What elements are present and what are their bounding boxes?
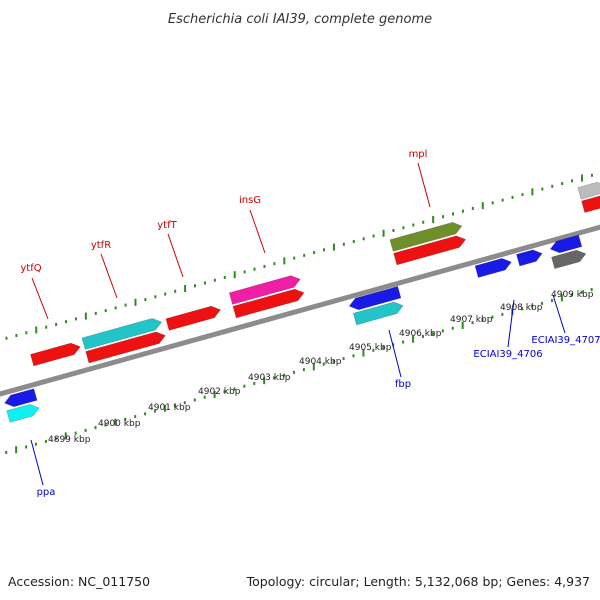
tick-label: 4903 kbp — [248, 373, 291, 383]
gene-arrow-ppa-blue — [4, 388, 38, 408]
tick-label: 4902 kbp — [198, 387, 241, 397]
gene-arrow-offscreen-dark-gray — [551, 249, 587, 270]
label-leader-line — [552, 294, 566, 334]
gene-arrow-offscreen-blue — [549, 234, 583, 254]
tick-label: 4900 kbp — [98, 419, 141, 429]
tick-label: 4909 kbp — [551, 290, 594, 300]
tick-label: 4907 kbp — [450, 315, 493, 325]
label-leader-line — [249, 209, 266, 254]
tick-label: 4899 kbp — [48, 435, 91, 445]
label-leader-line — [100, 253, 118, 299]
genome-summary-text: Topology: circular; Length: 5,132,068 bp… — [246, 574, 590, 589]
backbone-line — [0, 224, 600, 397]
gene-labels: ytfQ ytfR ytfT insG mpl ppa fbp ECIAI39_4706 ECI… — [20, 149, 600, 498]
gene-arrow-offscreen-red — [581, 195, 600, 213]
gene-label-ytfQ: ytfQ — [20, 263, 41, 274]
label-leader-line — [30, 439, 44, 486]
tick-label: 4908 kbp — [500, 303, 543, 313]
gene-arrow-ytfQ — [30, 342, 81, 367]
tick-label: 4906 kbp — [399, 329, 442, 339]
gene-label-ECIAI39_4707: ECIAI39_4707 — [531, 335, 600, 346]
label-leader-lines — [30, 162, 566, 486]
gene-arrow-ytfT — [165, 305, 221, 331]
label-leader-line — [507, 299, 515, 348]
gene-arrow-ytfR-cyan — [81, 318, 163, 350]
gene-label-ytfT: ytfT — [157, 220, 177, 231]
gene-label-mpl: mpl — [409, 149, 428, 160]
gene-arrow-mpl-olive — [389, 222, 463, 252]
gene-arrow-fbp — [352, 301, 404, 326]
gene-arrow-ppa — [6, 404, 40, 423]
tick-label: 4901 kbp — [148, 403, 191, 413]
gene-arrow-insG-magenta — [228, 275, 301, 305]
gene-label-ppa: ppa — [37, 487, 56, 498]
gene-arrow-insG — [232, 288, 305, 319]
gene-label-insG: insG — [239, 195, 261, 206]
tick-label: 4905 kbp — [349, 343, 392, 353]
label-leader-line — [167, 233, 184, 278]
gene-arrow-ECIAI39_4706 — [474, 258, 512, 278]
scale-ticks — [5, 173, 593, 454]
gene-arrow-ytfR — [85, 331, 166, 364]
gene-label-ytfR: ytfR — [91, 240, 111, 251]
tick-label: 4904 kbp — [299, 357, 342, 367]
gene-arrow-fbp-blue — [348, 286, 402, 311]
gene-label-fbp: fbp — [395, 379, 411, 390]
gene-arrow-ECIAI39_4707 — [516, 249, 543, 267]
map-title: Escherichia coli IAI39, complete genome — [168, 12, 432, 27]
gene-label-ECIAI39_4706: ECIAI39_4706 — [473, 349, 542, 360]
label-leader-line — [31, 277, 49, 320]
label-leader-line — [388, 329, 402, 378]
accession-text: Accession: NC_011750 — [8, 574, 150, 589]
gene-features — [4, 181, 600, 423]
label-leader-line — [417, 162, 431, 208]
gene-arrow-mpl — [393, 235, 467, 266]
scale-tick-labels: 4899 kbp 4900 kbp 4901 kbp 4902 kbp 4903 kbp… — [48, 290, 594, 445]
genome-backbone — [0, 224, 600, 397]
gene-arrow-offscreen-gray — [577, 181, 600, 200]
